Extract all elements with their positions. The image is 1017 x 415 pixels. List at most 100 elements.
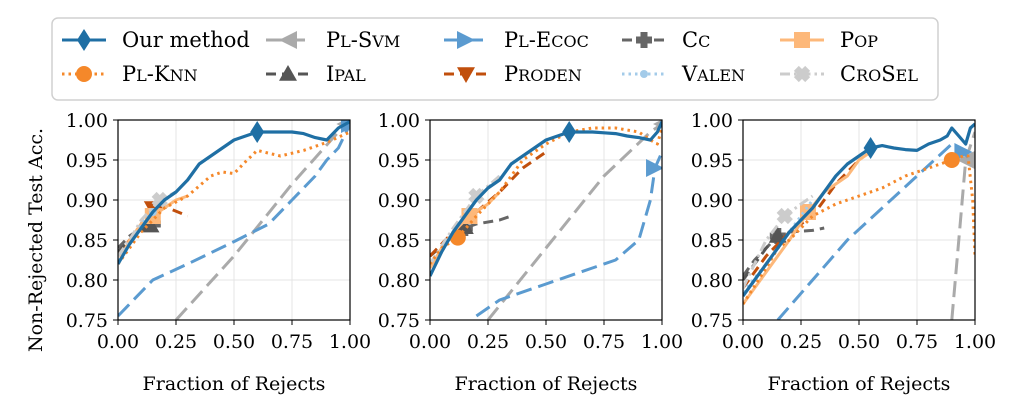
series-line-pl-svm bbox=[486, 122, 662, 320]
x-axis-label: Fraction of Rejects bbox=[768, 373, 951, 395]
series-pl-svm bbox=[174, 120, 350, 320]
x-tick-label: 0.75 bbox=[271, 331, 313, 353]
series-marker-crosel bbox=[468, 187, 485, 205]
legend-marker-x-icon bbox=[793, 65, 811, 83]
ticks: 0.00 0.25 0.50 0.75 1.00 0.75 0.80 0.85 0.90 0.95… bbox=[378, 110, 683, 353]
series-line-proden bbox=[430, 150, 547, 258]
series-line-ipal bbox=[743, 234, 779, 281]
series-our-method bbox=[743, 122, 975, 297]
legend-label: PL-ECOC bbox=[504, 28, 589, 52]
series-our-method bbox=[430, 120, 662, 277]
legend-entry-proden: PRODEN bbox=[444, 62, 582, 86]
y-tick-label: 0.95 bbox=[66, 150, 108, 172]
legend-label: VALEN bbox=[681, 62, 745, 86]
series-line-crosel bbox=[430, 174, 501, 265]
y-tick-label: 0.75 bbox=[378, 310, 420, 332]
x-tick-label: 1.00 bbox=[641, 331, 683, 353]
series-pop bbox=[743, 150, 872, 305]
series-pl-svm bbox=[950, 131, 975, 320]
series-marker-our-method bbox=[863, 137, 878, 159]
x-tick-label: 0.50 bbox=[838, 331, 880, 353]
y-tick-label: 0.75 bbox=[66, 310, 108, 332]
series-marker-ipal bbox=[141, 216, 160, 233]
series-marker-pl-knn bbox=[943, 152, 960, 168]
series-pl-ecoc bbox=[475, 151, 662, 318]
series-line-our-method bbox=[430, 120, 662, 277]
legend-marker-plus-icon bbox=[636, 32, 652, 48]
series-line-pl-svm bbox=[174, 123, 347, 320]
legend-marker-triangle-right-icon bbox=[457, 31, 475, 49]
y-tick-label: 0.80 bbox=[691, 270, 733, 292]
legend-marker-triangle-down-icon bbox=[457, 67, 475, 83]
series-pl-svm bbox=[486, 120, 662, 320]
series-pl-knn bbox=[743, 152, 975, 305]
x-tick-label: 1.00 bbox=[329, 331, 371, 353]
series-line-pl-knn bbox=[743, 154, 975, 305]
series-crosel bbox=[430, 174, 501, 265]
legend-label: CC bbox=[682, 28, 710, 52]
x-axis-label: Fraction of Rejects bbox=[455, 373, 638, 395]
x-tick-label: 0.00 bbox=[97, 331, 139, 353]
ticks: 0.00 0.25 0.50 0.75 1.00 0.75 0.80 0.85 0.90 0.95… bbox=[691, 110, 996, 353]
series-crosel bbox=[118, 190, 177, 257]
legend-marker-smalldot-icon bbox=[640, 70, 648, 78]
y-tick-label: 0.90 bbox=[66, 190, 108, 212]
legend-marker-circle-icon bbox=[76, 66, 92, 82]
series-ipal bbox=[743, 227, 787, 281]
chart-panel-1: 0.00 0.25 0.50 0.75 1.00 0.75 0.80 0.85 0.90 0.95… bbox=[25, 110, 371, 395]
x-tick-label: 0.50 bbox=[525, 331, 567, 353]
series-line-pl-ecoc bbox=[118, 123, 350, 318]
series-line-pl-knn bbox=[118, 130, 350, 265]
y-tick-label: 1.00 bbox=[691, 110, 733, 132]
chart-panel-3: 0.00 0.25 0.50 0.75 1.00 0.75 0.80 0.85 0.90 0.95… bbox=[691, 110, 996, 395]
y-tick-label: 1.00 bbox=[378, 110, 420, 132]
chart-panel-2: 0.00 0.25 0.50 0.75 1.00 0.75 0.80 0.85 0.90 0.95… bbox=[378, 110, 683, 395]
legend: Our method PL-SVM PL-ECOC CC POP PL-KNN IPAL PR… bbox=[51, 17, 939, 101]
series-line-pl-svm bbox=[950, 131, 975, 320]
series-marker-our-method bbox=[562, 121, 577, 143]
y-tick-label: 0.90 bbox=[691, 190, 733, 212]
x-tick-label: 0.00 bbox=[409, 331, 451, 353]
y-tick-label: 0.95 bbox=[691, 150, 733, 172]
x-tick-label: 1.00 bbox=[954, 331, 996, 353]
x-tick-label: 0.25 bbox=[155, 331, 197, 353]
legend-entry-pl-svm: PL-SVM bbox=[266, 28, 400, 52]
x-tick-label: 0.00 bbox=[722, 331, 764, 353]
x-axis-label: Fraction of Rejects bbox=[143, 373, 326, 395]
legend-label: CROSEL bbox=[840, 62, 918, 86]
series-marker-crosel bbox=[151, 191, 168, 209]
legend-entry-ipal: IPAL bbox=[266, 62, 366, 86]
series-line-pl-ecoc bbox=[475, 151, 662, 318]
y-tick-label: 0.90 bbox=[378, 190, 420, 212]
series-marker-pl-svm bbox=[956, 151, 975, 169]
y-tick-label: 0.85 bbox=[691, 230, 733, 252]
legend-marker-square-icon bbox=[794, 32, 810, 48]
y-tick-label: 0.80 bbox=[378, 270, 420, 292]
legend-entry-pl-knn: PL-KNN bbox=[62, 62, 198, 86]
series-marker-crosel bbox=[776, 207, 793, 225]
plot-area bbox=[743, 122, 975, 320]
y-axis-label: Non-Rejected Test Acc. bbox=[25, 128, 47, 352]
legend-entry-pl-ecoc: PL-ECOC bbox=[444, 28, 589, 52]
y-tick-label: 0.80 bbox=[66, 270, 108, 292]
legend-entry-pop: POP bbox=[780, 28, 878, 52]
x-tick-label: 0.25 bbox=[467, 331, 509, 353]
legend-label: POP bbox=[840, 28, 878, 52]
x-tick-label: 0.75 bbox=[896, 331, 938, 353]
legend-label: PRODEN bbox=[504, 62, 582, 86]
chart-panels: 0.00 0.25 0.50 0.75 1.00 0.75 0.80 0.85 0.90 0.95… bbox=[25, 110, 996, 395]
y-tick-label: 0.85 bbox=[66, 230, 108, 252]
legend-label: IPAL bbox=[326, 62, 366, 86]
series-line-crosel bbox=[743, 194, 814, 289]
legend-entry-cc: CC bbox=[622, 28, 710, 52]
y-tick-label: 0.85 bbox=[378, 230, 420, 252]
plot-area bbox=[118, 120, 350, 320]
legend-entry-our-method: Our method bbox=[62, 28, 250, 52]
x-tick-label: 0.50 bbox=[213, 331, 255, 353]
x-tick-label: 0.75 bbox=[583, 331, 625, 353]
ticks: 0.00 0.25 0.50 0.75 1.00 0.75 0.80 0.85 0.90 0.95… bbox=[66, 110, 371, 353]
y-tick-label: 0.95 bbox=[378, 150, 420, 172]
legend-marker-triangle-left-icon bbox=[279, 31, 297, 49]
series-marker-ipal bbox=[768, 227, 787, 243]
